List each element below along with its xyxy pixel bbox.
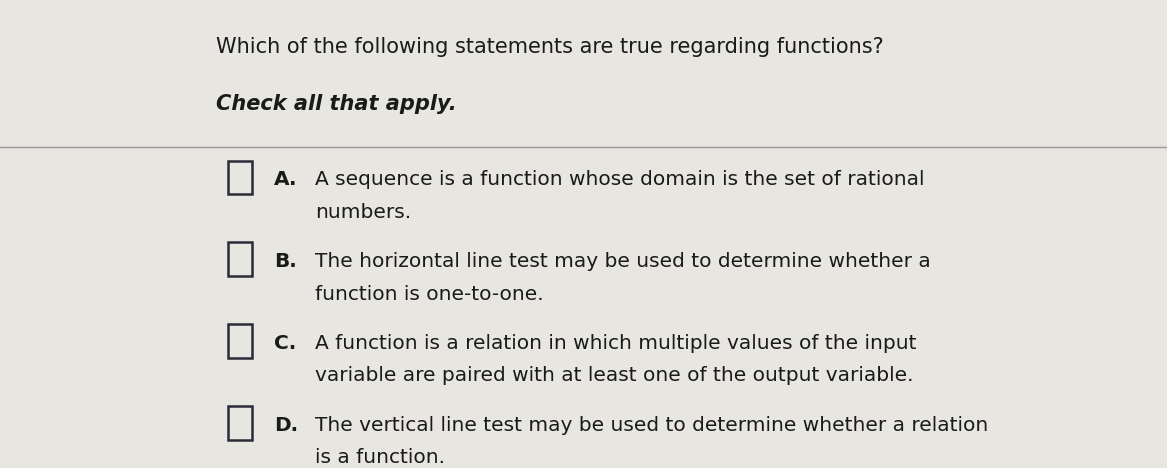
Text: D.: D. bbox=[274, 416, 299, 435]
Text: B.: B. bbox=[274, 252, 296, 271]
Text: The vertical line test may be used to determine whether a relation: The vertical line test may be used to de… bbox=[315, 416, 988, 435]
Text: Which of the following statements are true regarding functions?: Which of the following statements are tr… bbox=[216, 37, 883, 58]
Text: Check all that apply.: Check all that apply. bbox=[216, 94, 456, 114]
Text: C.: C. bbox=[274, 334, 296, 353]
Text: A function is a relation in which multiple values of the input: A function is a relation in which multip… bbox=[315, 334, 916, 353]
Text: is a function.: is a function. bbox=[315, 448, 445, 468]
Text: variable are paired with at least one of the output variable.: variable are paired with at least one of… bbox=[315, 366, 914, 386]
Bar bbox=[228, 406, 252, 440]
Text: The horizontal line test may be used to determine whether a: The horizontal line test may be used to … bbox=[315, 252, 931, 271]
Text: function is one-to-one.: function is one-to-one. bbox=[315, 285, 544, 304]
Bar bbox=[228, 161, 252, 194]
Bar bbox=[228, 324, 252, 358]
Text: A.: A. bbox=[274, 170, 298, 189]
Text: A sequence is a function whose domain is the set of rational: A sequence is a function whose domain is… bbox=[315, 170, 924, 189]
Bar bbox=[228, 242, 252, 276]
Text: numbers.: numbers. bbox=[315, 203, 411, 222]
